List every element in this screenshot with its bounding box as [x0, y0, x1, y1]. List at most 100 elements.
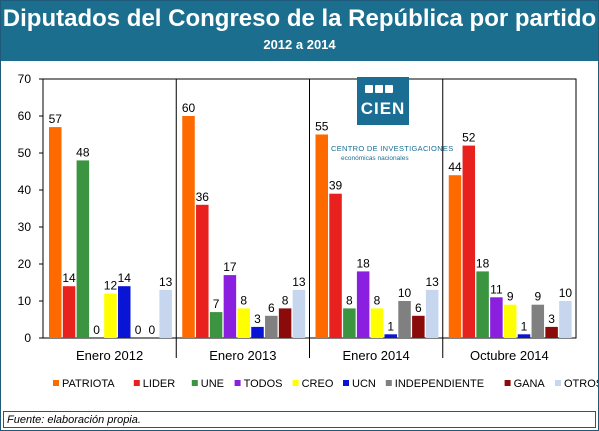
- bar-otros: [292, 289, 306, 338]
- bar-creo: [237, 308, 250, 338]
- bar-patriota: [448, 175, 462, 338]
- data-label: 13: [425, 275, 439, 289]
- bar-otros: [425, 289, 439, 338]
- data-label: 48: [76, 145, 90, 159]
- cien-logo-line2: económicas nacionales: [341, 155, 409, 162]
- data-label: 8: [374, 293, 381, 307]
- bar-lider: [329, 193, 342, 338]
- y-tick-label: 20: [18, 257, 32, 271]
- bar-ucn: [251, 326, 264, 338]
- header: Diputados del Congreso de la República p…: [1, 1, 598, 61]
- data-label: 9: [534, 290, 541, 304]
- legend-label: PATRIOTA: [62, 378, 115, 390]
- cien-logo-line1: CENTRO DE INVESTIGACIONES: [331, 144, 454, 153]
- bar-creo: [370, 308, 384, 338]
- data-label: 36: [196, 190, 210, 204]
- data-label: 18: [356, 256, 370, 270]
- bar-une: [476, 271, 489, 338]
- data-label: 9: [507, 290, 514, 304]
- data-label: 3: [254, 312, 261, 326]
- data-label: 60: [182, 101, 196, 115]
- legend-swatch: [292, 380, 299, 386]
- data-label: 10: [398, 286, 412, 300]
- bar-otros: [159, 289, 172, 338]
- bar-une: [343, 308, 356, 338]
- bar-creo: [104, 293, 117, 338]
- bar-independiente: [265, 315, 278, 338]
- data-label: 0: [93, 323, 100, 337]
- data-label: 6: [268, 301, 275, 315]
- category-label: Enero 2012: [76, 348, 143, 363]
- data-label: 13: [292, 275, 306, 289]
- data-label: 0: [135, 323, 142, 337]
- bar-todos: [490, 297, 503, 338]
- legend-swatch: [504, 380, 511, 386]
- data-label: 3: [548, 312, 555, 326]
- legend-swatch: [385, 380, 392, 386]
- data-label: 57: [49, 112, 63, 126]
- bar-ucn: [384, 334, 397, 338]
- legend-label: OTROS: [564, 378, 598, 390]
- legend-swatch: [133, 380, 140, 386]
- cien-logo: CIEN CENTRO DE INVESTIGACIONES económica…: [331, 77, 453, 167]
- category-label: Enero 2013: [209, 348, 276, 363]
- bar-todos: [356, 271, 370, 338]
- bar-patriota: [182, 116, 195, 338]
- bar-lider: [62, 286, 76, 338]
- chart-subtitle: 2012 a 2014: [263, 37, 336, 52]
- category-label: Octubre 2014: [470, 348, 549, 363]
- legend-label: TODOS: [244, 378, 283, 390]
- legend-label: UNE: [201, 378, 224, 390]
- data-label: 11: [490, 282, 503, 296]
- y-tick-label: 40: [18, 183, 32, 197]
- source-footer: Fuente: elaboración propia.: [3, 411, 596, 428]
- bar-patriota: [315, 134, 328, 338]
- legend-swatch: [234, 380, 241, 386]
- data-label: 1: [521, 319, 528, 333]
- data-label: 52: [462, 131, 476, 145]
- bar-independiente: [531, 304, 545, 338]
- legend-label: LIDER: [143, 378, 175, 390]
- legend-label: INDEPENDIENTE: [395, 378, 484, 390]
- legend-swatch: [343, 380, 349, 386]
- bar-creo: [503, 304, 517, 338]
- data-label: 44: [448, 160, 462, 174]
- legend-label: UCN: [352, 378, 376, 390]
- bar-ucn: [118, 286, 131, 338]
- cien-logo-word: CIEN: [360, 99, 406, 118]
- data-label: 0: [149, 323, 156, 337]
- y-tick-label: 60: [18, 109, 32, 123]
- data-label: 14: [62, 271, 76, 285]
- bar-gana: [412, 315, 425, 338]
- data-label: 55: [315, 120, 329, 134]
- y-tick-label: 50: [18, 146, 32, 160]
- data-label: 14: [118, 271, 132, 285]
- bar-une: [76, 160, 90, 338]
- data-label: 39: [329, 179, 343, 193]
- legend-swatch: [53, 380, 59, 386]
- legend-label: CREO: [302, 378, 334, 390]
- data-label: 8: [282, 293, 289, 307]
- cien-logo-box: CIEN: [357, 77, 409, 125]
- data-label: 8: [346, 293, 353, 307]
- data-label: 17: [223, 260, 237, 274]
- legend-swatch: [555, 380, 561, 386]
- bar-patriota: [49, 127, 62, 338]
- bar-lider: [196, 204, 209, 338]
- bar-une: [209, 312, 223, 338]
- bar-otros: [559, 301, 572, 338]
- y-tick-label: 0: [24, 331, 31, 345]
- bar-todos: [223, 275, 237, 338]
- data-label: 12: [104, 279, 118, 293]
- bar-lider: [462, 145, 476, 338]
- data-label: 8: [240, 293, 247, 307]
- y-tick-label: 30: [18, 220, 32, 234]
- bar-gana: [278, 308, 292, 338]
- bar-independiente: [398, 301, 411, 338]
- legend-label: GANA: [514, 378, 546, 390]
- data-label: 18: [476, 256, 490, 270]
- category-label: Enero 2014: [343, 348, 410, 363]
- data-label: 1: [387, 319, 394, 333]
